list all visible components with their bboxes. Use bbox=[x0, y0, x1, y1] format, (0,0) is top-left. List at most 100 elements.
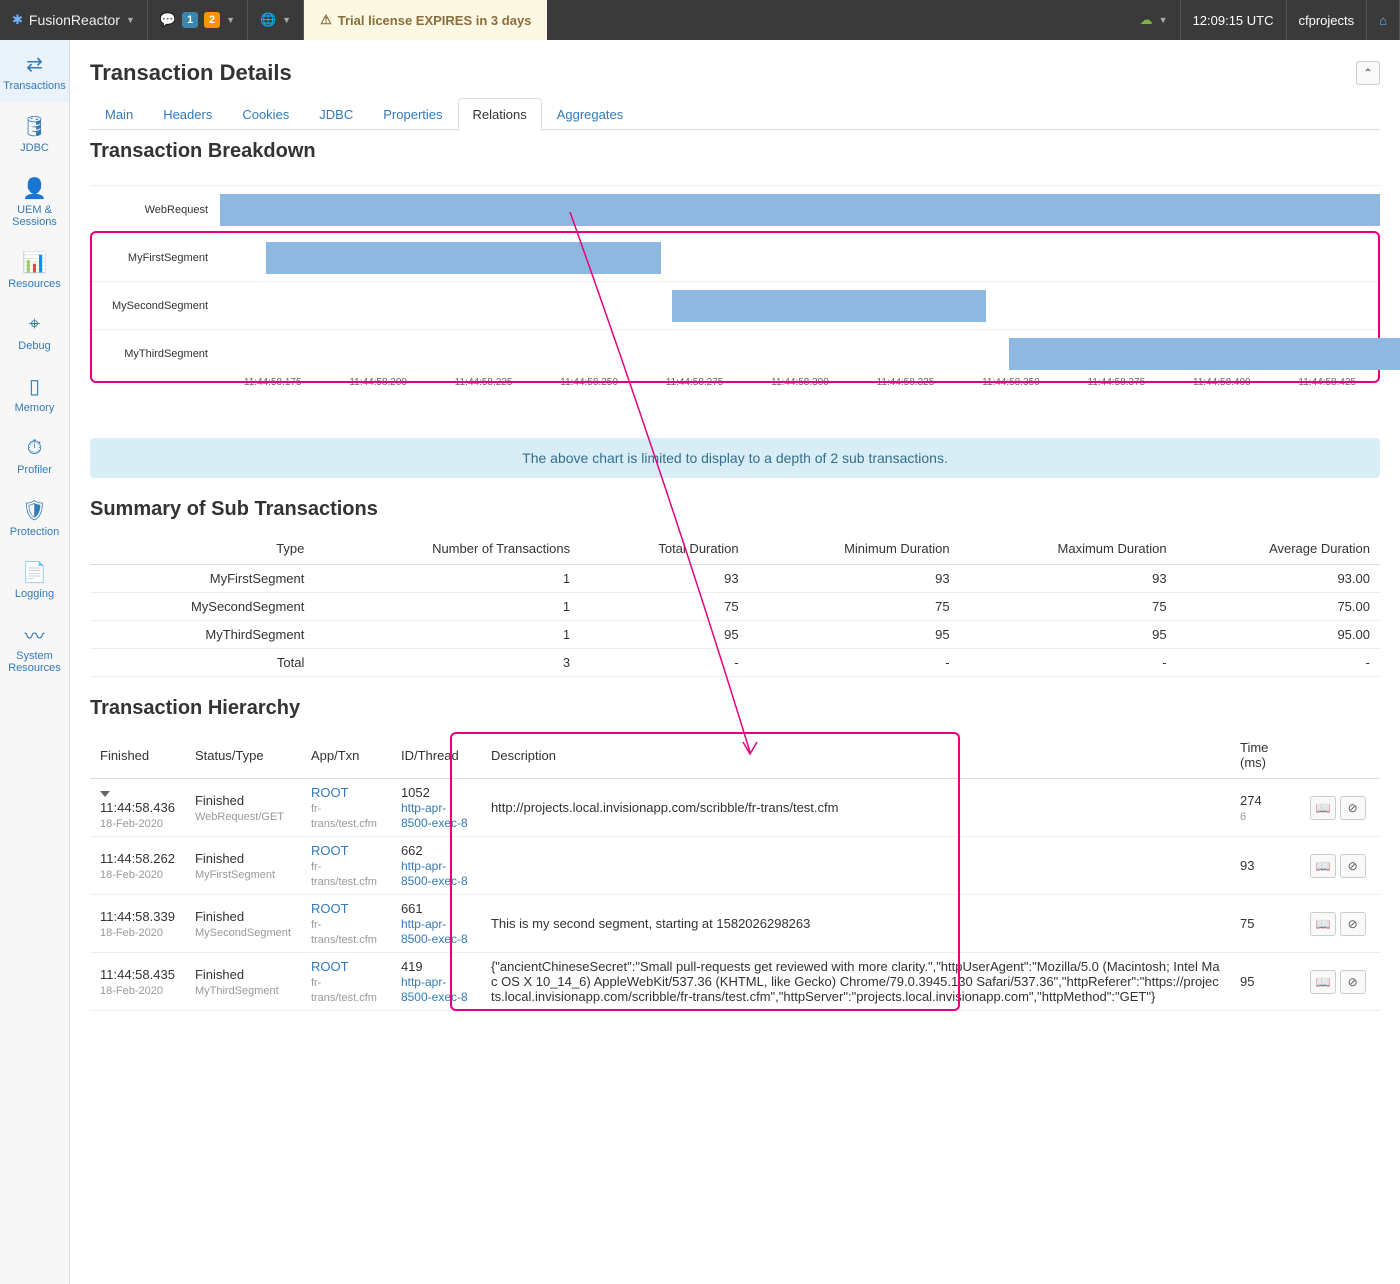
hierarchy-row: 11:44:58.26218-Feb-2020FinishedMyFirstSe… bbox=[90, 837, 1380, 895]
brand-menu[interactable]: ✱ FusionReactor ▼ bbox=[0, 0, 148, 40]
sidebar: ⇄Transactions🛢JDBC👤UEM & Sessions📊Resour… bbox=[0, 40, 70, 1284]
chart-row: MyFirstSegment bbox=[90, 233, 1380, 281]
app-cell: ROOTfr-trans/test.cfm bbox=[301, 837, 391, 895]
sidebar-item-debug[interactable]: ⌖Debug bbox=[0, 300, 69, 362]
chevron-down-icon: ▼ bbox=[1159, 15, 1168, 25]
sidebar-item-profiler[interactable]: ⏱ Profiler bbox=[0, 424, 69, 486]
chart-tick: 11:44:58.425 bbox=[1275, 377, 1380, 388]
chart-label: MySecondSegment bbox=[90, 300, 220, 312]
chevron-down-icon: ▼ bbox=[126, 15, 135, 25]
chart-tick: 11:44:58.300 bbox=[747, 377, 852, 388]
hierarchy-header: Time (ms) bbox=[1230, 732, 1300, 779]
summary-cell: 95 bbox=[580, 621, 749, 649]
summary-cell: 75 bbox=[749, 593, 960, 621]
cancel-button[interactable]: ⊘ bbox=[1340, 796, 1366, 820]
book-button[interactable]: 📖 bbox=[1310, 796, 1336, 820]
chart-bar bbox=[1009, 338, 1400, 370]
tab-main[interactable]: Main bbox=[90, 98, 148, 130]
status-cell: FinishedMySecondSegment bbox=[185, 895, 301, 953]
summary-cell: - bbox=[580, 649, 749, 677]
tabs: MainHeadersCookiesJDBCPropertiesRelation… bbox=[90, 98, 1380, 130]
chart-track bbox=[220, 194, 1380, 226]
book-button[interactable]: 📖 bbox=[1310, 912, 1336, 936]
summary-cell: MyThirdSegment bbox=[90, 621, 314, 649]
time-cell: 2746 bbox=[1230, 779, 1300, 837]
sidebar-item-memory[interactable]: ▯Memory bbox=[0, 362, 69, 424]
sidebar-label: UEM & Sessions bbox=[2, 204, 67, 228]
breakdown-chart: WebRequestMyFirstSegmentMySecondSegmentM… bbox=[90, 175, 1380, 418]
cancel-button[interactable]: ⊘ bbox=[1340, 912, 1366, 936]
sidebar-item-system-resources[interactable]: 〰System Resources bbox=[0, 610, 69, 684]
chart-label: MyFirstSegment bbox=[90, 252, 220, 264]
badge-1: 1 bbox=[182, 12, 198, 28]
sidebar-item-jdbc[interactable]: 🛢JDBC bbox=[0, 102, 69, 164]
hierarchy-row: 11:44:58.43518-Feb-2020FinishedMyThirdSe… bbox=[90, 953, 1380, 1011]
sidebar-label: System Resources bbox=[2, 650, 67, 674]
cloud-menu[interactable]: ☁ ▼ bbox=[1128, 0, 1181, 40]
hierarchy-row: 11:44:58.33918-Feb-2020FinishedMySecondS… bbox=[90, 895, 1380, 953]
sidebar-icon: ⏱ bbox=[21, 434, 49, 462]
summary-cell: 93 bbox=[580, 565, 749, 593]
app-cell: ROOTfr-trans/test.cfm bbox=[301, 779, 391, 837]
globe-menu[interactable]: 🌐 ▼ bbox=[248, 0, 304, 40]
hierarchy-header: Status/Type bbox=[185, 732, 301, 779]
chart-row: MySecondSegment bbox=[90, 281, 1380, 329]
summary-row: MySecondSegment175757575.00 bbox=[90, 593, 1380, 621]
sidebar-icon: ⇄ bbox=[21, 50, 49, 78]
project-menu[interactable]: cfprojects bbox=[1287, 0, 1368, 40]
sidebar-icon: 🛡 bbox=[21, 496, 49, 524]
sidebar-item-transactions[interactable]: ⇄Transactions bbox=[0, 40, 69, 102]
trial-text: Trial license EXPIRES in 3 days bbox=[338, 13, 532, 28]
sidebar-label: Logging bbox=[15, 588, 54, 600]
status-cell: FinishedMyFirstSegment bbox=[185, 837, 301, 895]
tab-cookies[interactable]: Cookies bbox=[227, 98, 304, 130]
sidebar-label: Profiler bbox=[17, 464, 52, 476]
book-button[interactable]: 📖 bbox=[1310, 970, 1336, 994]
sidebar-item-protection[interactable]: 🛡Protection bbox=[0, 486, 69, 548]
hierarchy-title: Transaction Hierarchy bbox=[90, 697, 1380, 720]
description-cell: This is my second segment, starting at 1… bbox=[481, 895, 1230, 953]
collapse-button[interactable]: ⌃ bbox=[1356, 61, 1380, 85]
chart-row: MyThirdSegment bbox=[90, 329, 1380, 377]
description-cell: http://projects.local.invisionapp.com/sc… bbox=[481, 779, 1230, 837]
actions-cell: 📖 ⊘ bbox=[1300, 953, 1380, 1011]
hierarchy-table: FinishedStatus/TypeApp/TxnID/ThreadDescr… bbox=[90, 732, 1380, 1011]
time-cell: 75 bbox=[1230, 895, 1300, 953]
tab-aggregates[interactable]: Aggregates bbox=[542, 98, 639, 130]
description-cell: {"ancientChineseSecret":"Small pull-requ… bbox=[481, 953, 1230, 1011]
chart-tick: 11:44:58.400 bbox=[1169, 377, 1274, 388]
expand-icon[interactable] bbox=[100, 791, 110, 797]
notifications-menu[interactable]: 💬 1 2 ▼ bbox=[148, 0, 248, 40]
sidebar-icon: 📊 bbox=[21, 248, 49, 276]
home-button[interactable]: ⌂ bbox=[1367, 0, 1400, 40]
cloud-icon: ☁ bbox=[1140, 12, 1153, 28]
chart-bar bbox=[266, 242, 660, 274]
summary-cell: - bbox=[960, 649, 1177, 677]
main-content: Transaction Details ⌃ MainHeadersCookies… bbox=[70, 40, 1400, 1284]
tab-headers[interactable]: Headers bbox=[148, 98, 227, 130]
sidebar-icon: ⌖ bbox=[21, 310, 49, 338]
tab-properties[interactable]: Properties bbox=[368, 98, 457, 130]
id-cell: 419http-apr-8500-exec-8 bbox=[391, 953, 481, 1011]
summary-cell: 1 bbox=[314, 565, 580, 593]
sidebar-item-resources[interactable]: 📊Resources bbox=[0, 238, 69, 300]
sidebar-item-uem-sessions[interactable]: 👤UEM & Sessions bbox=[0, 164, 69, 238]
tab-jdbc[interactable]: JDBC bbox=[304, 98, 368, 130]
breakdown-title: Transaction Breakdown bbox=[90, 140, 1380, 163]
cancel-button[interactable]: ⊘ bbox=[1340, 970, 1366, 994]
sidebar-item-logging[interactable]: 📄Logging bbox=[0, 548, 69, 610]
book-button[interactable]: 📖 bbox=[1310, 854, 1336, 878]
tab-relations[interactable]: Relations bbox=[458, 98, 542, 130]
finished-cell: 11:44:58.43518-Feb-2020 bbox=[90, 953, 185, 1011]
chart-tick: 11:44:58.200 bbox=[325, 377, 430, 388]
sidebar-icon: 👤 bbox=[21, 174, 49, 202]
actions-cell: 📖 ⊘ bbox=[1300, 895, 1380, 953]
cancel-button[interactable]: ⊘ bbox=[1340, 854, 1366, 878]
hierarchy-row: 11:44:58.43618-Feb-2020FinishedWebReques… bbox=[90, 779, 1380, 837]
chart-track bbox=[220, 242, 1380, 274]
summary-cell: 93.00 bbox=[1177, 565, 1380, 593]
topbar: ✱ FusionReactor ▼ 💬 1 2 ▼ 🌐 ▼ ⚠ Trial li… bbox=[0, 0, 1400, 40]
summary-cell: 93 bbox=[749, 565, 960, 593]
summary-header: Maximum Duration bbox=[960, 533, 1177, 565]
summary-cell: 95 bbox=[960, 621, 1177, 649]
